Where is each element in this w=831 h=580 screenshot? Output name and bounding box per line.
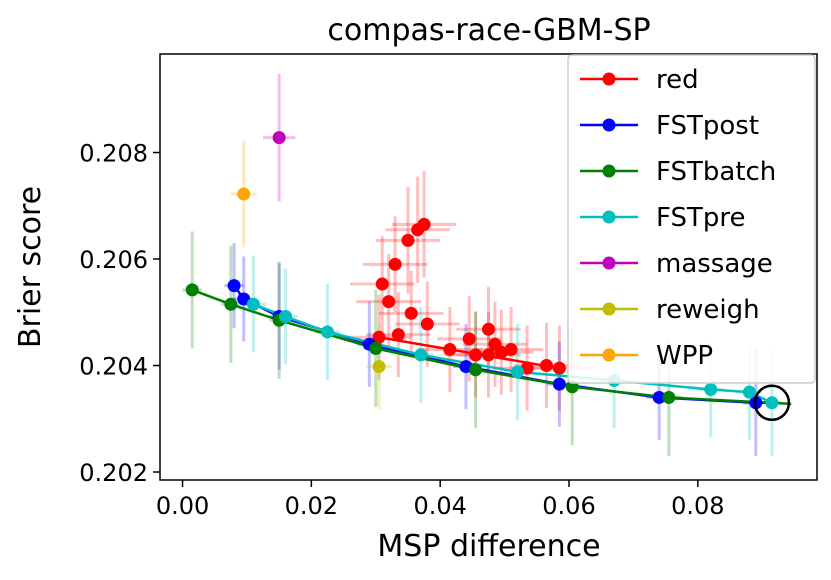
x-tick-label-2: 0.04 [413,492,466,520]
markers-massage [272,131,286,145]
legend-marker-FSTpost [602,118,616,132]
point-red-8 [372,330,386,344]
point-red-11 [462,332,476,346]
point-red-19 [539,359,553,373]
legend-entry-FSTpre: FSTpre [580,203,746,233]
point-FSTpre-2 [320,325,334,339]
x-axis-title: MSP difference [377,529,600,564]
x-tick-label-1: 0.02 [285,492,338,520]
point-red-20 [552,361,566,375]
point-red-2 [401,233,415,247]
markers-reweigh [372,360,386,374]
legend-entry-WPP: WPP [580,341,713,371]
legend: red FSTpost FSTbatch FSTpre massage reweigh WP… [567,54,816,384]
legend-marker-FSTbatch [602,164,616,178]
point-FSTbatch-6 [662,390,676,404]
point-red-1 [411,223,425,237]
markers-red [372,217,566,375]
point-massage-0 [272,131,286,145]
point-FSTpre-7 [742,385,756,399]
legend-marker-massage [602,256,616,270]
legend-marker-WPP [602,348,616,362]
point-FSTbatch-1 [224,297,238,311]
point-red-16 [494,345,508,359]
point-FSTpre-0 [246,297,260,311]
x-tick-label-4: 0.08 [671,492,724,520]
x-axis: 0.00 0.02 0.04 0.06 0.08 [156,480,725,520]
legend-label-FSTpost: FSTpost [656,111,759,141]
x-tick-label-0: 0.00 [156,492,209,520]
y-tick-label-1: 0.204 [79,353,148,381]
legend-label-FSTpre: FSTpre [656,203,746,233]
point-FSTpre-6 [704,382,718,396]
point-FSTpre-8 [765,396,779,410]
point-FSTpost-0 [227,279,241,293]
markers-FSTpre [246,297,779,410]
legend-marker-reweigh [602,302,616,316]
y-axis: 0.202 0.204 0.206 0.208 [79,140,160,487]
point-FSTpost-5 [552,377,566,391]
point-FSTbatch-3 [369,341,383,355]
point-red-10 [443,343,457,357]
chart-title: compas-race-GBM-SP [327,13,650,48]
point-red-17 [482,348,495,362]
point-red-5 [382,295,396,309]
legend-label-massage: massage [656,249,773,279]
legend-box [567,54,816,384]
legend-entry-reweigh: reweigh [580,295,760,325]
point-reweigh-0 [372,360,386,374]
y-tick-label-0: 0.202 [79,459,148,487]
legend-marker-FSTpre [602,210,616,224]
y-tick-label-2: 0.206 [79,246,148,274]
point-red-7 [391,328,405,342]
point-FSTbatch-4 [469,363,483,377]
legend-label-reweigh: reweigh [656,295,760,325]
point-red-4 [375,277,389,291]
legend-entry-FSTbatch: FSTbatch [580,157,776,187]
point-FSTpre-4 [510,365,524,379]
plot-area [182,73,792,457]
y-axis-title: Brier score [13,186,48,348]
highlight-ring [753,384,791,422]
point-red-3 [388,257,402,271]
markers-WPP [237,187,251,201]
point-FSTpost-1 [237,292,251,306]
legend-entry-massage: massage [580,249,773,279]
point-red-9 [420,317,434,331]
point-red-6 [404,306,418,320]
legend-entry-FSTpost: FSTpost [580,111,759,141]
legend-label-WPP: WPP [656,341,713,371]
point-FSTpre-1 [279,310,293,324]
markers-FSTbatch [185,283,676,404]
y-tick-label-3: 0.208 [79,140,148,168]
point-FSTpost-6 [652,390,666,404]
legend-label-red: red [656,65,699,95]
x-tick-label-3: 0.06 [542,492,595,520]
legend-marker-red [602,72,616,86]
legend-label-FSTbatch: FSTbatch [656,157,776,187]
legend-entry-red: red [580,65,699,95]
point-red-13 [469,348,483,362]
point-red-12 [482,322,495,336]
point-WPP-0 [237,187,251,201]
point-FSTpre-3 [414,348,428,362]
point-FSTbatch-0 [185,283,199,297]
plot-frame [159,53,818,481]
